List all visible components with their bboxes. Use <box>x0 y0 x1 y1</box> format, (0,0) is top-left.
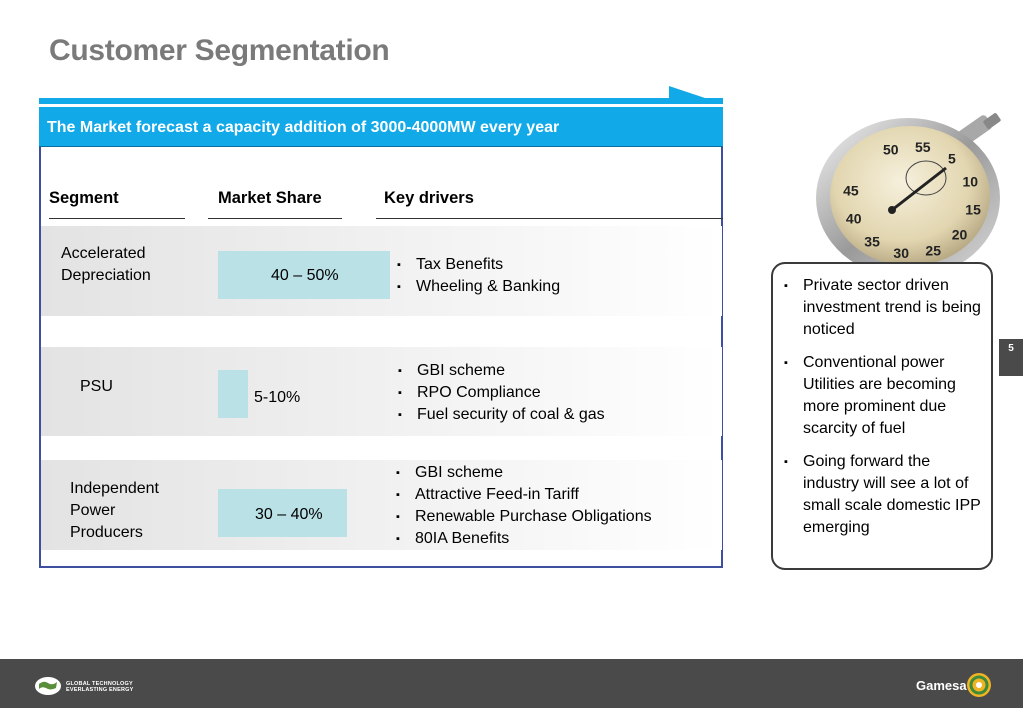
list-item: ▪ RPO Compliance <box>398 384 541 401</box>
gamesa-logo-icon <box>967 673 991 697</box>
page-title: Customer Segmentation <box>49 34 390 67</box>
list-item: ▪ GBI scheme <box>396 464 504 481</box>
market-share-value: 40 – 50% <box>271 267 339 284</box>
market-share-value: 30 – 40% <box>255 506 323 523</box>
market-share-bar <box>218 251 390 299</box>
column-rule <box>208 218 342 219</box>
market-share-bar <box>218 489 347 537</box>
list-item: ▪ GBI scheme <box>398 362 506 379</box>
dial-number: 5 <box>948 151 956 167</box>
segment-row <box>41 347 722 436</box>
column-header-market-share: Market Share <box>218 189 322 207</box>
list-item: ▪ Tax Benefits <box>397 256 504 273</box>
list-item: ▪ 80IA Benefits <box>396 530 510 547</box>
dial-number: 45 <box>843 183 859 199</box>
dial-number: 20 <box>952 227 968 243</box>
dial-number: 35 <box>864 233 880 249</box>
column-header-segment: Segment <box>49 189 119 207</box>
segment-name: PSU <box>80 378 113 395</box>
dial-number: 25 <box>925 243 941 259</box>
column-rule <box>376 218 723 219</box>
key-drivers-list: ▪ GBI scheme ▪ Attractive Feed-in Tariff ▪… <box>395 462 652 550</box>
list-item: ▪ Conventional power Utilities are becomi… <box>784 354 956 437</box>
list-item: ▪ Going forward the industry will see a l… <box>784 453 981 536</box>
dial-number: 40 <box>846 211 862 227</box>
list-item: ▪ Renewable Purchase Obligations <box>396 508 652 525</box>
brand-name: Gamesa <box>916 678 967 693</box>
banner: The Market forecast a capacity addition … <box>39 107 723 147</box>
dial-number: 55 <box>915 139 931 155</box>
dial-number: 30 <box>893 245 909 261</box>
callout-list: ▪ Private sector driven investment trend … <box>781 275 986 550</box>
segment-name: Accelerated Depreciation <box>61 245 151 284</box>
key-drivers-list: ▪ Tax Benefits ▪ Wheeling & Banking <box>396 254 560 298</box>
list-item: ▪ Private sector driven investment trend … <box>784 277 981 338</box>
key-drivers-list: ▪ GBI scheme ▪ RPO Compliance ▪ Fuel securi… <box>397 360 605 426</box>
callout-box: ▪ Private sector driven investment trend … <box>771 262 993 570</box>
dial-number: 50 <box>883 141 899 157</box>
footer: GLOBAL TECHNOLOGY EVERLASTING ENERGY Gam… <box>0 659 1023 708</box>
dial-number: 10 <box>963 174 979 190</box>
segment-name: Independent Power Producers <box>70 480 159 541</box>
dial-number: 15 <box>965 201 981 217</box>
globe-logo-icon <box>35 677 61 695</box>
list-item: ▪ Fuel security of coal & gas <box>398 406 605 423</box>
market-share-value: 5-10% <box>254 389 301 406</box>
footer-tagline: GLOBAL TECHNOLOGY EVERLASTING ENERGY <box>66 681 134 693</box>
segment-row <box>41 460 722 550</box>
arrow-line <box>39 86 723 104</box>
list-item: ▪ Wheeling & Banking <box>397 278 561 295</box>
page-number: 5 <box>999 339 1023 376</box>
column-header-key-drivers: Key drivers <box>384 189 474 207</box>
column-rule <box>49 218 185 219</box>
list-item: ▪ Attractive Feed-in Tariff <box>396 486 579 503</box>
market-share-bar <box>218 370 248 418</box>
